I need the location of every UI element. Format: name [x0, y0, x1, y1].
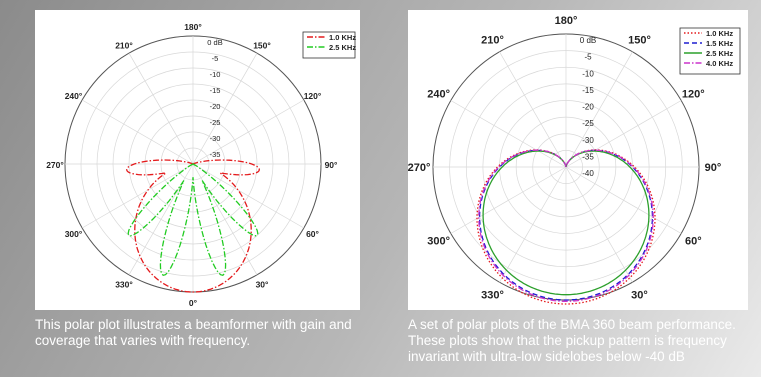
grid-spoke	[565, 166, 633, 283]
polar-grid	[64, 35, 322, 293]
angle-tick-label: 270°	[46, 160, 64, 170]
grid-spoke	[450, 100, 567, 168]
radial-tick-label: 0 dB	[207, 38, 222, 47]
angle-tick-label: 210°	[481, 35, 504, 47]
angle-tick-label: 300°	[65, 229, 83, 239]
grid-spoke	[81, 99, 194, 165]
grid-spoke	[192, 99, 305, 165]
radial-tick-label: -30	[582, 136, 594, 145]
series-line-15KHz	[478, 149, 654, 301]
grid-spoke	[565, 51, 633, 168]
radial-tick-label: 0 dB	[580, 36, 596, 45]
radial-tick-label: -25	[582, 119, 594, 128]
angle-tick-label: 30°	[631, 289, 648, 301]
angle-tick-label: 330°	[115, 280, 133, 290]
angle-tick-label: 30°	[256, 280, 269, 290]
angle-tick-label: 0°	[561, 309, 572, 310]
angle-tick-label: 180°	[184, 22, 202, 32]
grid-spoke	[450, 166, 567, 234]
right-polar-chart: 180° 150° 120° 90° 60° 30° 0° 330° 300° 270° 240° 2…	[408, 15, 741, 321]
radial-tick-label: -10	[210, 70, 221, 79]
grid-spoke	[499, 51, 567, 168]
angle-tick-label: 120°	[304, 91, 322, 101]
left-caption: This polar plot illustrates a beamformer…	[35, 317, 352, 348]
grid-spoke	[128, 52, 194, 165]
radial-tick-label: -20	[210, 102, 221, 111]
grid-spoke	[499, 166, 567, 283]
angle-tick-label: 270°	[408, 162, 430, 174]
angle-tick-label: 180°	[555, 15, 578, 27]
legend-entry: 2.5 KHz	[329, 43, 356, 52]
angle-tick-label: 150°	[253, 40, 271, 50]
angle-tick-label: 330°	[481, 289, 504, 301]
legend-entry: 1.0 KHz	[329, 33, 356, 42]
polar-grid	[432, 33, 700, 301]
radial-tick-label: -10	[582, 69, 594, 78]
angle-tick-label: 90°	[705, 162, 722, 174]
angle-tick-label: 60°	[685, 236, 702, 248]
angle-tick-label: 300°	[427, 236, 450, 248]
grid-spoke	[81, 163, 194, 229]
right-caption: A set of polar plots of the BMA 360 beam…	[408, 317, 736, 364]
radial-tick-label: -40	[582, 169, 594, 178]
angle-tick-label: 60°	[306, 229, 319, 239]
angle-tick-label: 150°	[628, 35, 651, 47]
radial-tick-label: -15	[582, 86, 594, 95]
series-line-25KHz	[482, 150, 650, 296]
legend-entry: 1.0 KHz	[706, 29, 733, 38]
series-line-40KHz	[478, 149, 654, 302]
radial-tick-label: -30	[210, 134, 221, 143]
series-line-10KHz	[126, 159, 260, 293]
right-polar-plot-panel: 180° 150° 120° 90° 60° 30° 0° 330° 300° 270° 240° 2…	[408, 10, 748, 321]
grid-spoke	[192, 163, 305, 229]
legend-entry: 4.0 KHz	[706, 59, 733, 68]
radial-tick-label: -25	[210, 118, 221, 127]
radial-tick-label: -15	[210, 86, 221, 95]
series-line-25KHz	[127, 163, 259, 277]
grid-spoke	[565, 100, 682, 168]
grid-spoke	[192, 52, 258, 165]
left-polar-chart: 180° 150° 120° 90° 60° 30° 0° 330° 300° 270° 240° 2…	[46, 22, 356, 308]
radial-tick-label: -35	[210, 150, 221, 159]
series-line-10KHz	[476, 149, 656, 305]
legend-entry: 1.5 KHz	[706, 39, 733, 48]
radial-tick-label: -5	[584, 53, 592, 62]
angle-tick-label: 240°	[427, 89, 450, 101]
grid-spoke	[565, 166, 682, 234]
radial-tick-label: -35	[582, 152, 594, 161]
left-polar-plot-panel: 180° 150° 120° 90° 60° 30° 0° 330° 300° 270° 240° 2…	[35, 10, 360, 310]
angle-tick-label: 90°	[325, 160, 338, 170]
legend-box	[679, 27, 741, 75]
radial-tick-label: -5	[212, 54, 219, 63]
angle-tick-label: 0°	[189, 298, 198, 308]
legend-entry: 2.5 KHz	[706, 49, 733, 58]
angle-tick-label: 240°	[65, 91, 83, 101]
angle-tick-label: 210°	[115, 40, 133, 50]
radial-tick-label: -20	[582, 103, 594, 112]
angle-tick-label: 120°	[682, 89, 705, 101]
